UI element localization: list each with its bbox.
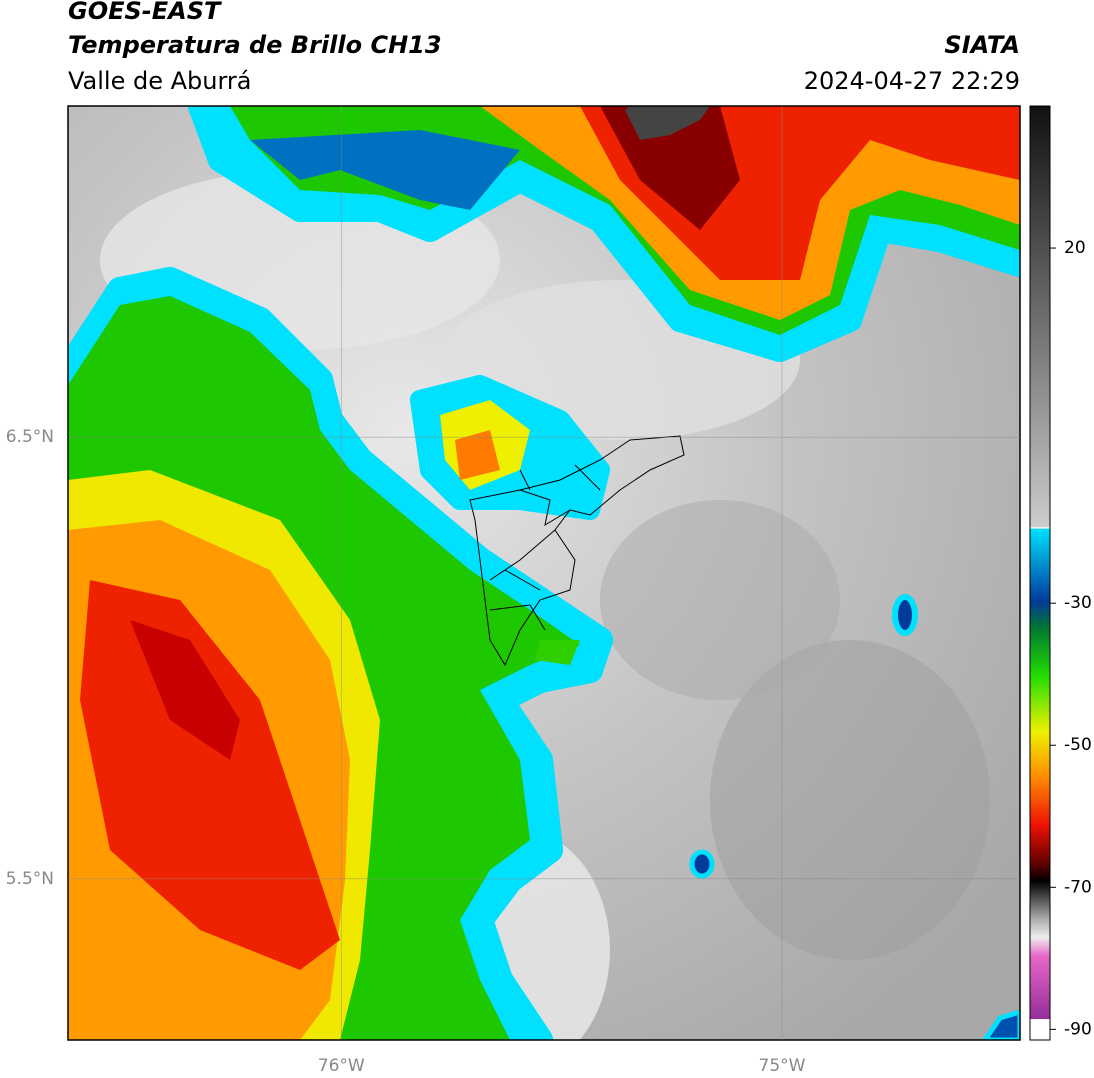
colorbar-tick-label: -90 bbox=[1064, 1019, 1092, 1039]
x-tick-label: 76°W bbox=[318, 1056, 365, 1076]
colorbar-tick-label: -50 bbox=[1064, 735, 1092, 755]
title: GOES-EAST bbox=[68, 0, 222, 25]
map-frame bbox=[67, 105, 1021, 1041]
subtitle: Temperatura de Brillo CH13 bbox=[68, 31, 442, 59]
y-tick-label: 5.5°N bbox=[6, 869, 54, 889]
colorbar-under bbox=[1030, 1019, 1050, 1040]
colorbar-tick-label: -30 bbox=[1064, 593, 1092, 613]
region: Valle de Aburrá bbox=[68, 67, 252, 95]
x-tick-label: 75°W bbox=[759, 1056, 806, 1076]
y-tick-label: 6.5°N bbox=[6, 427, 54, 447]
source: SIATA bbox=[944, 31, 1020, 59]
colorbar-frame bbox=[1029, 105, 1051, 1041]
datetime: 2024-04-27 22:29 bbox=[804, 67, 1020, 95]
map-image bbox=[68, 106, 1020, 1040]
colorbar bbox=[1030, 106, 1050, 1040]
colorbar-tick-label: -70 bbox=[1064, 877, 1092, 897]
colorbar-tick-label: 20 bbox=[1064, 238, 1086, 258]
